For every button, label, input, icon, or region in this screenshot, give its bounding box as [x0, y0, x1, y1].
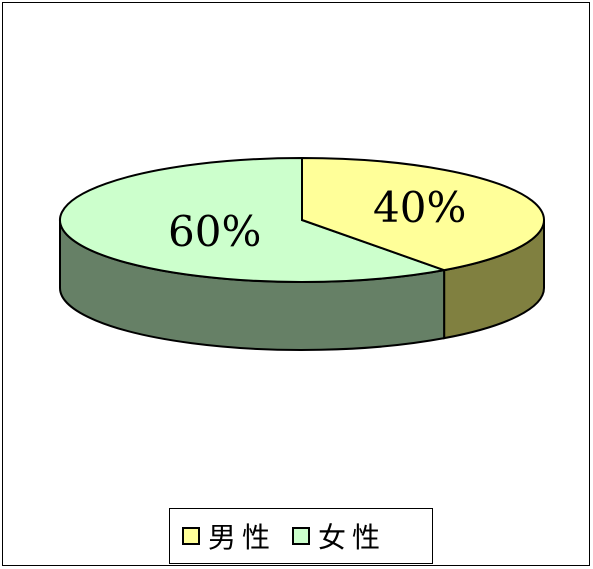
- legend: 男性 女性: [169, 508, 433, 564]
- pie-slice-female: [59, 156, 449, 283]
- legend-label-female: 女性: [318, 521, 387, 554]
- slice-label-female: 60%: [168, 207, 261, 256]
- legend-swatch-female: [292, 527, 311, 545]
- legend-item-male: 男性: [182, 516, 276, 556]
- slice-label-male: 40%: [373, 183, 466, 232]
- pie-slice-male: [301, 156, 545, 272]
- legend-label-male: 男性: [208, 521, 277, 554]
- legend-swatch-male: [182, 527, 200, 545]
- legend-item-female: 女性: [292, 516, 386, 556]
